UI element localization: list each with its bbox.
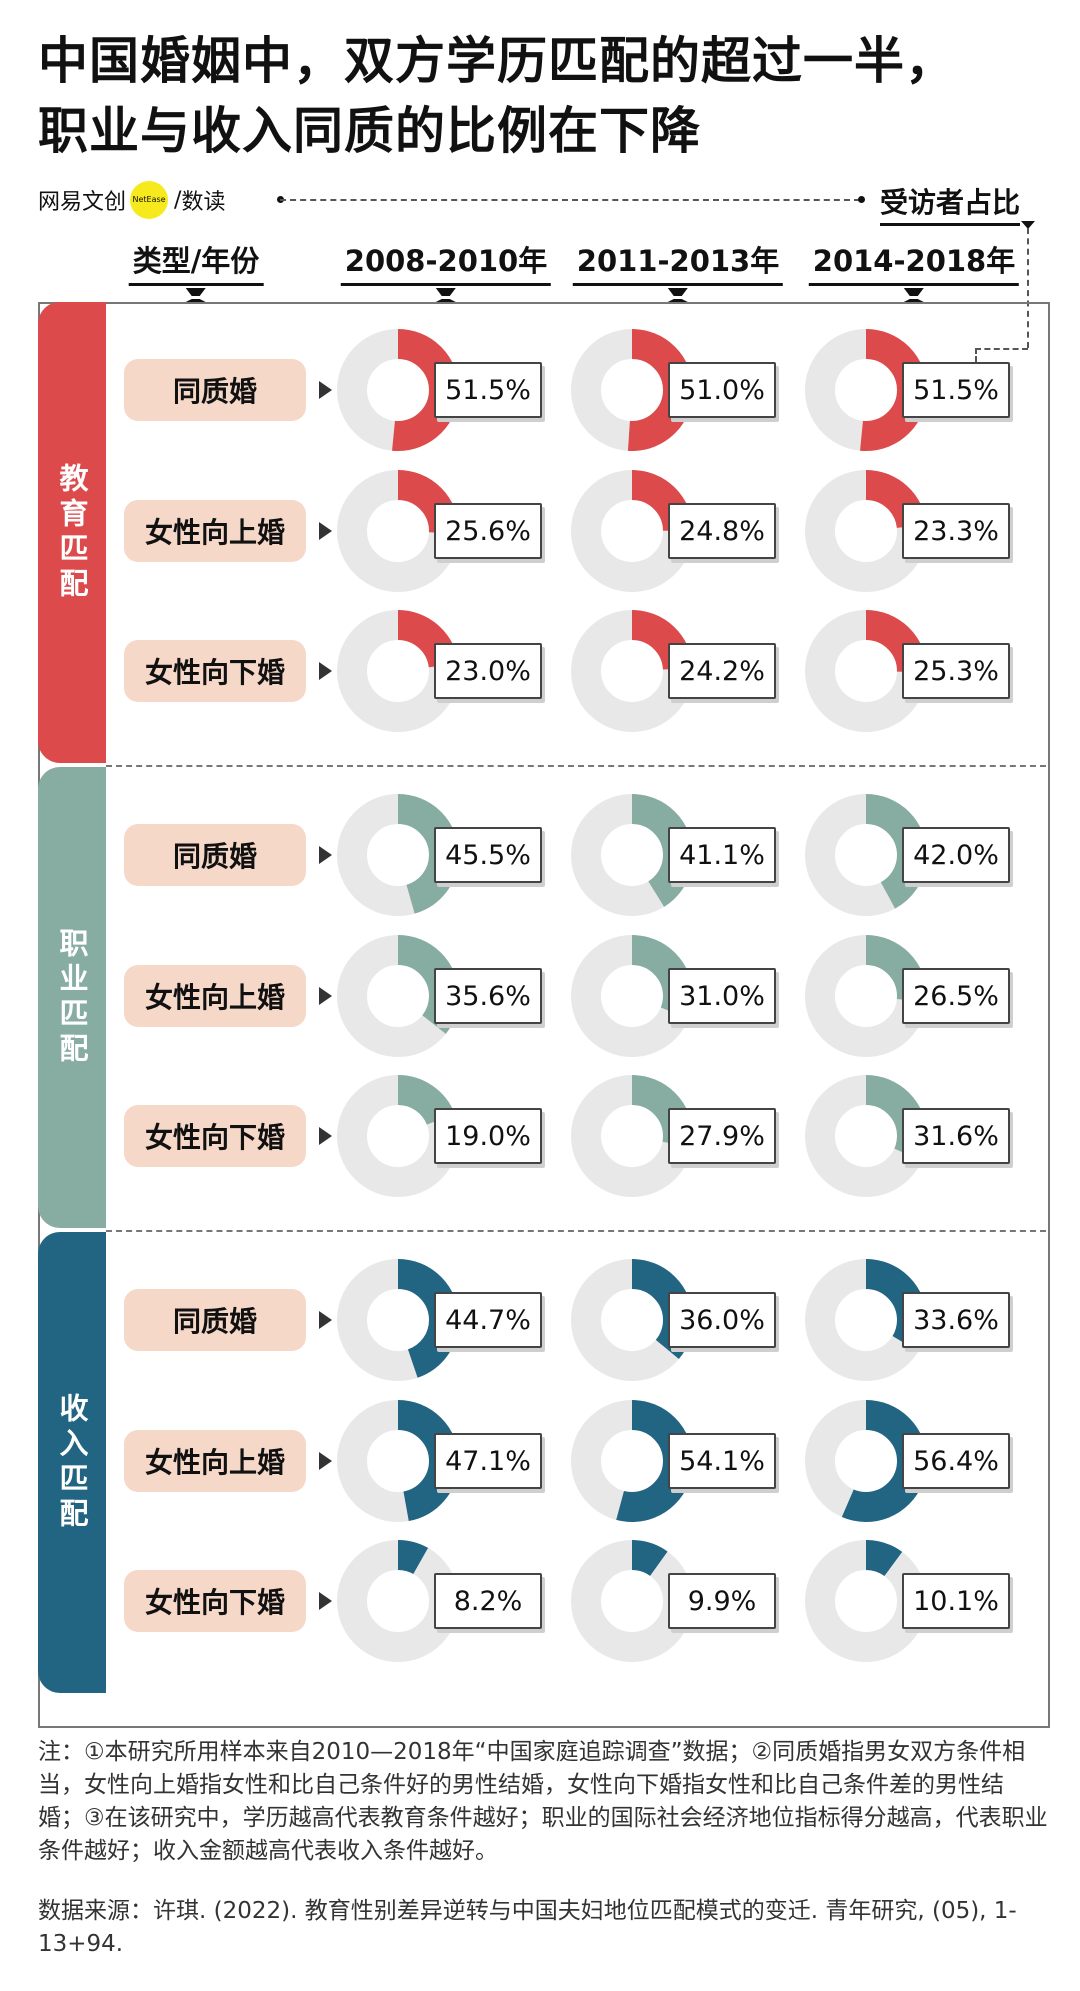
row-label-pill: 女性向下婚	[124, 1570, 306, 1632]
header-arrow-icon	[186, 288, 206, 302]
chart-title: 中国婚姻中，双方学历匹配的超过一半， 职业与收入同质的比例在下降	[38, 26, 1048, 166]
group-label: 教育匹配	[51, 463, 93, 603]
value-label: 27.9%	[668, 1108, 776, 1164]
legend-share-label: 受访者占比	[880, 181, 1020, 226]
brand-dot: NetEase	[130, 181, 168, 219]
value-label: 25.6%	[434, 503, 542, 559]
title-line-1: 中国婚姻中，双方学历匹配的超过一半，	[38, 26, 1048, 96]
value-label: 54.1%	[668, 1433, 776, 1489]
brand-name: 网易文创	[38, 184, 126, 216]
brand-separator: /	[174, 188, 181, 213]
brand-section: 数读	[181, 184, 225, 216]
value-label: 51.0%	[668, 362, 776, 418]
value-label: 23.0%	[434, 643, 542, 699]
header-period-3: 2014-2018年	[809, 238, 1019, 302]
title-line-2: 职业与收入同质的比例在下降	[38, 96, 1048, 166]
row-label-pill: 同质婚	[124, 824, 306, 886]
value-label: 45.5%	[434, 827, 542, 883]
value-label: 44.7%	[434, 1292, 542, 1348]
row-label-pill: 女性向上婚	[124, 500, 306, 562]
value-label: 35.6%	[434, 968, 542, 1024]
group-label: 职业匹配	[51, 928, 93, 1068]
value-label: 51.5%	[434, 362, 542, 418]
value-label: 56.4%	[902, 1433, 1010, 1489]
value-label: 36.0%	[668, 1292, 776, 1348]
value-label: 9.9%	[668, 1573, 776, 1629]
row-label-pill: 同质婚	[124, 359, 306, 421]
header-arrow-icon	[436, 288, 456, 302]
value-label: 26.5%	[902, 968, 1010, 1024]
header-text: 2008-2010年	[341, 238, 551, 286]
value-label: 8.2%	[434, 1573, 542, 1629]
value-label: 24.8%	[668, 503, 776, 559]
leader-line	[280, 199, 860, 201]
value-label: 51.5%	[902, 362, 1010, 418]
value-label: 42.0%	[902, 827, 1010, 883]
group-bar-2: 收入匹配	[38, 1232, 106, 1693]
donut-track	[352, 1555, 444, 1647]
row-label-pill: 女性向下婚	[124, 640, 306, 702]
value-label: 25.3%	[902, 643, 1010, 699]
group-label: 收入匹配	[51, 1393, 93, 1533]
header-arrow-icon	[668, 288, 688, 302]
value-label: 24.2%	[668, 643, 776, 699]
value-label: 33.6%	[902, 1292, 1010, 1348]
donut-track	[820, 1555, 912, 1647]
header-text: 类型/年份	[129, 238, 264, 286]
data-source: 数据来源：许琪. (2022). 教育性别差异逆转与中国夫妇地位匹配模式的变迁.…	[38, 1895, 1048, 1961]
group-divider	[106, 1230, 1046, 1232]
row-label-pill: 女性向上婚	[124, 965, 306, 1027]
header-period-1: 2008-2010年	[341, 238, 551, 302]
header-type-year: 类型/年份	[129, 238, 264, 302]
value-label: 31.6%	[902, 1108, 1010, 1164]
header-text: 2014-2018年	[809, 238, 1019, 286]
row-label-pill: 女性向下婚	[124, 1105, 306, 1167]
row-label-pill: 女性向上婚	[124, 1430, 306, 1492]
group-bar-1: 职业匹配	[38, 767, 106, 1228]
value-label: 19.0%	[434, 1108, 542, 1164]
row-label-pill: 同质婚	[124, 1289, 306, 1351]
value-label: 41.1%	[668, 827, 776, 883]
value-label: 47.1%	[434, 1433, 542, 1489]
value-label: 10.1%	[902, 1573, 1010, 1629]
group-divider	[106, 765, 1046, 767]
value-label: 23.3%	[902, 503, 1010, 559]
header-text: 2011-2013年	[573, 238, 783, 286]
header-period-2: 2011-2013年	[573, 238, 783, 302]
group-bar-0: 教育匹配	[38, 302, 106, 763]
value-label: 31.0%	[668, 968, 776, 1024]
brand-logo: 网易文创 NetEase / 数读	[38, 182, 225, 218]
leader-dot-end	[858, 196, 865, 203]
header-arrow-icon	[904, 288, 924, 302]
footnote: 注：①本研究所用样本来自2010—2018年“中国家庭追踪调查”数据；②同质婚指…	[38, 1736, 1048, 1868]
